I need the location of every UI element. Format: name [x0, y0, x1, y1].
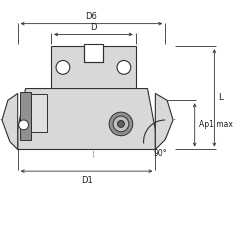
Bar — [84, 44, 103, 62]
Text: D: D — [90, 23, 97, 31]
Circle shape — [118, 120, 124, 127]
Bar — [26, 94, 47, 132]
Circle shape — [56, 60, 70, 74]
Bar — [20, 92, 31, 140]
Circle shape — [117, 60, 131, 74]
Text: Ap1 max: Ap1 max — [199, 120, 233, 129]
Circle shape — [113, 116, 129, 132]
Polygon shape — [2, 93, 18, 150]
Text: D6: D6 — [85, 12, 97, 21]
Polygon shape — [155, 93, 173, 150]
Text: 90°: 90° — [153, 150, 167, 158]
Polygon shape — [18, 89, 155, 150]
Text: D1: D1 — [81, 176, 92, 185]
Circle shape — [109, 112, 133, 136]
Circle shape — [19, 120, 29, 130]
Bar — [51, 46, 136, 89]
Text: L: L — [218, 93, 223, 102]
